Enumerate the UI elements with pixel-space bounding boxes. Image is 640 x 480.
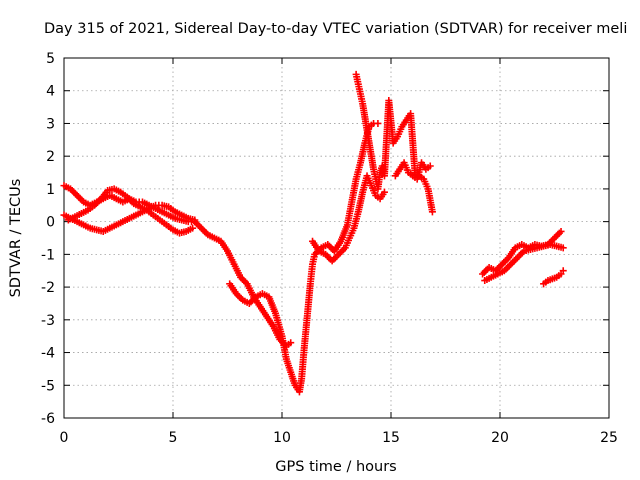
x-tick-label: 20 xyxy=(491,430,509,446)
data-point xyxy=(513,254,521,262)
data-point-dense xyxy=(555,229,563,237)
data-point-dense xyxy=(505,262,513,270)
y-tick-label: -2 xyxy=(41,280,55,296)
data-points xyxy=(60,70,567,396)
data-point-dense xyxy=(71,190,79,198)
y-tick-label: 1 xyxy=(46,182,55,198)
series-track-f xyxy=(352,70,436,216)
series-track-g xyxy=(391,159,434,183)
y-tick-label: 2 xyxy=(46,149,55,165)
data-point-dense xyxy=(240,277,248,285)
data-point-dense xyxy=(325,254,333,262)
y-tick-label: -4 xyxy=(41,346,55,362)
data-point-dense xyxy=(70,188,78,196)
data-point-dense xyxy=(325,242,333,250)
data-point-dense xyxy=(235,293,243,301)
data-point-dense xyxy=(196,223,204,231)
data-point-dense xyxy=(510,257,518,265)
data-point-dense xyxy=(199,226,207,234)
data-point-dense xyxy=(330,255,338,263)
x-tick-label: 0 xyxy=(60,430,69,446)
y-tick-label: -6 xyxy=(41,411,55,427)
series-track-c xyxy=(64,185,197,237)
y-tick-labels: -6 -5 -4 -3 -2 -1 0 1 2 3 4 5 xyxy=(41,51,55,427)
data-point-dense xyxy=(201,227,209,235)
series-track-d xyxy=(226,119,382,396)
data-point-dense xyxy=(552,232,560,240)
data-point-dense xyxy=(501,257,509,265)
data-point-dense xyxy=(515,252,523,260)
y-tick-label: 3 xyxy=(46,116,55,132)
series-track-i xyxy=(481,241,567,285)
data-point xyxy=(551,234,558,242)
y-tick-label: -5 xyxy=(41,378,55,394)
data-point-dense xyxy=(126,196,134,204)
data-point xyxy=(479,270,487,278)
y-axis-label: SDTVAR / TECUs xyxy=(8,179,24,298)
data-point-dense xyxy=(76,195,84,203)
axis-ticks xyxy=(63,57,610,419)
data-point-dense xyxy=(338,247,346,255)
y-tick-label: -1 xyxy=(41,247,55,263)
data-point-dense xyxy=(500,259,508,267)
data-point-dense xyxy=(554,231,562,239)
data-point xyxy=(328,257,336,265)
data-point-dense xyxy=(75,193,83,201)
data-point xyxy=(73,191,81,199)
data-point-dense xyxy=(509,259,517,267)
x-axis-label: GPS time / hours xyxy=(275,459,396,475)
data-point xyxy=(287,339,295,347)
data-point xyxy=(559,267,567,275)
y-tick-label: 4 xyxy=(46,84,55,100)
data-point xyxy=(559,244,567,252)
x-tick-label: 15 xyxy=(382,430,400,446)
x-tick-label: 25 xyxy=(600,430,618,446)
data-point xyxy=(380,188,388,196)
data-point xyxy=(507,260,515,268)
data-point-dense xyxy=(192,219,200,227)
data-point xyxy=(426,162,434,170)
data-point-dense xyxy=(331,254,339,262)
y-tick-label: -3 xyxy=(41,313,55,329)
data-point-dense xyxy=(194,221,202,229)
data-point-dense xyxy=(336,249,344,257)
grid-lines xyxy=(64,58,609,418)
chart-title: Day 315 of 2021, Sidereal Day-to-day VTE… xyxy=(44,21,627,37)
data-point xyxy=(374,119,382,127)
data-point-dense xyxy=(512,255,520,263)
series-track-e xyxy=(309,172,388,265)
series-track-j xyxy=(540,267,567,288)
data-point-dense xyxy=(480,268,488,276)
y-tick-label: 5 xyxy=(46,51,55,67)
data-point xyxy=(189,224,197,232)
data-point-dense xyxy=(497,262,505,270)
series-track-b xyxy=(60,201,199,235)
series-track-a xyxy=(60,182,295,350)
y-tick-label: 0 xyxy=(46,215,55,231)
data-point-dense xyxy=(504,263,512,271)
data-point xyxy=(428,208,436,216)
x-tick-labels: 0 5 10 15 20 25 xyxy=(60,430,618,446)
data-point xyxy=(557,227,565,235)
data-point-dense xyxy=(517,250,525,258)
data-point xyxy=(191,216,199,224)
x-tick-label: 10 xyxy=(273,430,291,446)
x-tick-label: 5 xyxy=(169,430,178,446)
plot-frame xyxy=(63,57,610,419)
data-point-dense xyxy=(547,237,555,245)
data-point xyxy=(197,224,205,232)
